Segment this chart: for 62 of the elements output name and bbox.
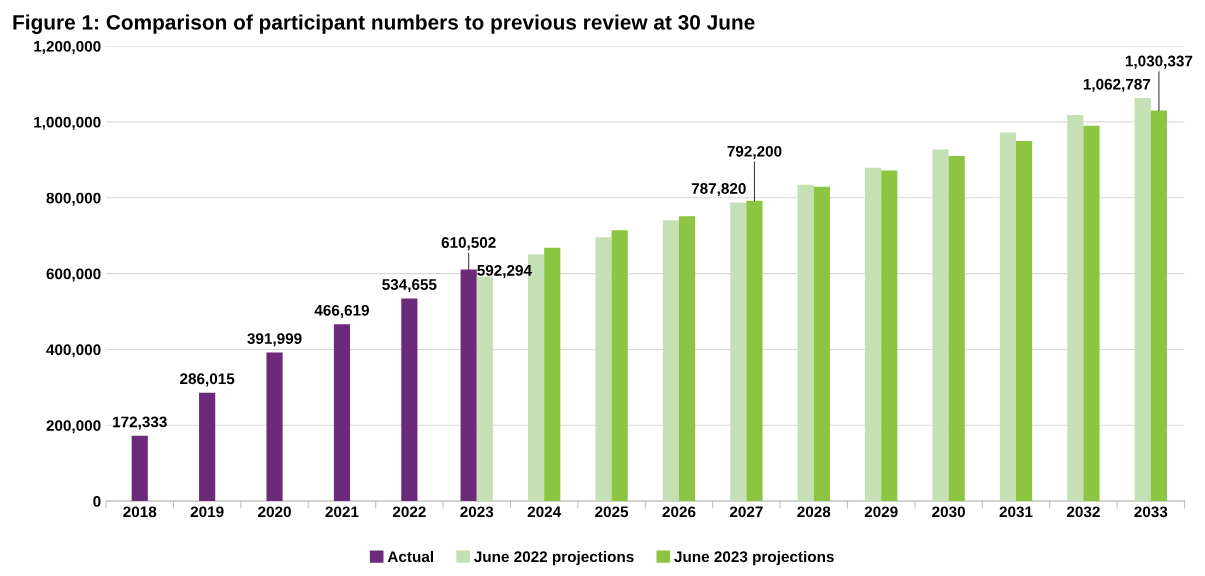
x-tick-label: 2018 <box>123 506 157 518</box>
x-tick-label: 2021 <box>325 506 359 518</box>
y-tick-label: 1,000,000 <box>34 116 101 130</box>
x-tick-label: 2033 <box>1134 506 1168 518</box>
x-tick-label: 2031 <box>999 506 1033 518</box>
data-label: 466,619 <box>314 304 370 318</box>
data-label: 1,062,787 <box>1083 78 1151 92</box>
bar <box>1083 125 1100 502</box>
bar <box>999 132 1016 502</box>
x-tick-label: 2032 <box>1066 506 1100 518</box>
data-label: 1,030,337 <box>1125 55 1193 69</box>
data-label: 610,502 <box>441 237 496 251</box>
bar <box>401 298 418 502</box>
bar <box>746 200 763 502</box>
y-tick-label: 400,000 <box>46 344 101 358</box>
bar <box>131 435 148 502</box>
legend-label: June 2022 projections <box>474 550 634 566</box>
bar <box>865 167 882 502</box>
x-tick-label: 2020 <box>258 506 291 518</box>
x-tick-label: 2030 <box>932 506 965 518</box>
bar <box>1134 98 1151 502</box>
bar <box>595 237 612 502</box>
bar <box>932 149 949 502</box>
data-label: 391,999 <box>247 333 302 347</box>
x-tick-label: 2022 <box>392 506 426 518</box>
legend-label: June 2023 projections <box>674 550 834 566</box>
bar <box>797 184 814 502</box>
x-tick-label: 2028 <box>797 506 831 518</box>
data-label: 792,200 <box>727 145 782 159</box>
bar <box>1016 140 1033 502</box>
bar <box>199 392 216 502</box>
bar <box>678 216 696 502</box>
legend-label: Actual <box>387 550 433 563</box>
x-tick-label: 2025 <box>595 506 629 518</box>
y-tick-label: 600,000 <box>46 268 101 282</box>
x-tick-label: 2019 <box>190 506 224 518</box>
bar <box>948 156 965 502</box>
bar <box>266 352 283 502</box>
data-label: 534,655 <box>382 279 437 293</box>
bar <box>1150 110 1167 502</box>
bar <box>662 220 679 502</box>
x-tick-label: 2027 <box>729 506 763 518</box>
bar <box>813 186 830 502</box>
bar <box>881 170 898 502</box>
y-tick-label: 200,000 <box>46 420 101 434</box>
data-label: 172,333 <box>113 416 167 430</box>
data-label: 787,820 <box>691 183 746 197</box>
bar <box>544 247 561 502</box>
x-tick-label: 2029 <box>864 506 898 518</box>
y-tick-label: 0 <box>93 495 101 507</box>
y-tick-label: 800,000 <box>46 192 101 206</box>
y-tick-label: 1,200,000 <box>34 40 101 54</box>
bar <box>333 324 351 502</box>
bar <box>730 202 747 502</box>
chart-title: Figure 1: Comparison of participant numbers to previous review at 30 June <box>13 14 755 34</box>
bar <box>611 230 628 502</box>
data-label: 592,294 <box>477 264 532 278</box>
bar <box>1067 115 1084 502</box>
x-tick-label: 2026 <box>662 506 696 518</box>
x-tick-label: 2023 <box>460 506 494 518</box>
data-label: 286,015 <box>180 373 235 387</box>
x-tick-label: 2024 <box>527 506 562 518</box>
